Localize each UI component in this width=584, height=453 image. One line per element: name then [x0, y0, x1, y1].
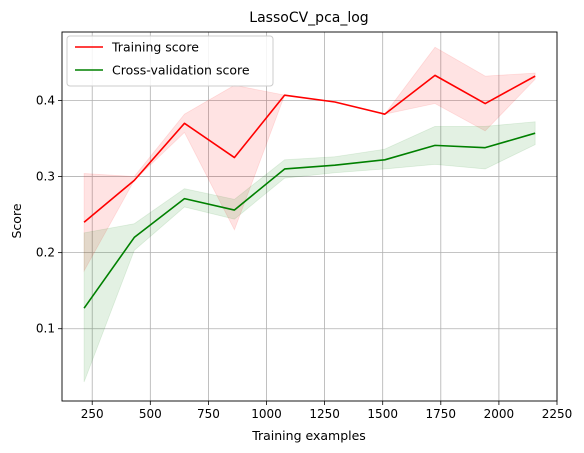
y-tick-label: 0.4	[36, 93, 55, 107]
series-line-cross-validation	[83, 132, 536, 309]
x-tick-label: 500	[139, 407, 162, 421]
x-tick-label: 2000	[484, 407, 515, 421]
y-tick-label: 0.3	[36, 170, 55, 184]
std-bands	[83, 46, 536, 383]
y-tick-label: 0.1	[36, 322, 55, 336]
x-tick-label: 1500	[367, 407, 398, 421]
x-tick-label: 1250	[309, 407, 340, 421]
series-line-training	[83, 74, 536, 223]
grid-lines	[62, 32, 558, 401]
legend-label-cross-validation: Cross-validation score	[112, 63, 250, 78]
legend: Training score Cross-validation score	[66, 35, 274, 87]
x-tick-label: 750	[197, 407, 220, 421]
band-training	[83, 46, 536, 273]
legend-box	[66, 35, 274, 87]
series-lines	[83, 74, 536, 309]
x-tick-label: 1000	[251, 407, 282, 421]
plot-frame	[61, 31, 558, 402]
x-axis-ticks: 250 500 750 1000 1250 1500 1750 2000 2250	[81, 401, 573, 421]
band-cross-validation	[83, 121, 536, 383]
x-tick-label: 250	[81, 407, 104, 421]
chart-title: LassoCV_pca_log	[249, 10, 368, 26]
y-axis-ticks: 0.1 0.2 0.3 0.4	[36, 93, 62, 336]
legend-label-training: Training score	[111, 40, 199, 55]
x-tick-label: 1750	[426, 407, 457, 421]
x-tick-label: 2250	[542, 407, 573, 421]
x-axis-label: Training examples	[251, 428, 366, 443]
y-axis-label: Score	[9, 203, 24, 238]
y-tick-label: 0.2	[36, 246, 55, 260]
